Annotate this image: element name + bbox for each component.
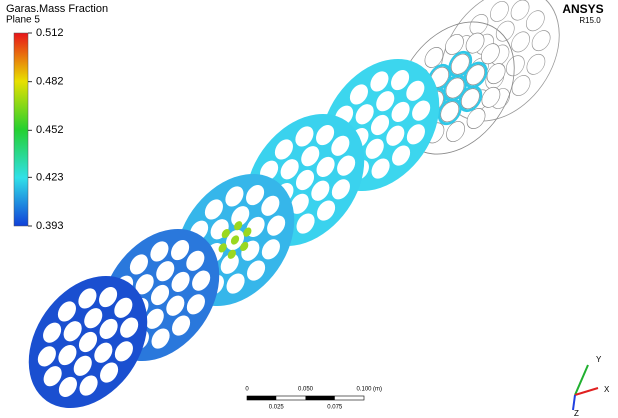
geometry <box>4 0 584 418</box>
legend-title: Garas.Mass Fraction <box>6 3 108 15</box>
viewport: Garas.Mass Fraction Plane 5 ANSYS R15.0 … <box>0 0 618 418</box>
legend-label: 0.482 <box>36 76 64 88</box>
scale-label: 0.025 <box>269 405 285 411</box>
scale-label: 0.100 <box>356 387 372 393</box>
scale-bar: 0 0.050 0.100 0.025 0.075 (m) <box>245 387 382 411</box>
axis-triad: Y X Z <box>573 355 610 418</box>
legend-label: 0.393 <box>36 220 64 232</box>
legend-label: 0.452 <box>36 124 64 136</box>
version: R15.0 <box>579 16 601 25</box>
hole <box>523 51 549 78</box>
scale-label: 0 <box>245 387 249 393</box>
legend-subtitle: Plane 5 <box>6 15 40 26</box>
scale-bar-seg <box>247 396 276 400</box>
legend-label: 0.512 <box>36 27 64 39</box>
scale-label: 0.050 <box>298 387 314 393</box>
brand: ANSYS <box>562 2 603 16</box>
color-bar <box>14 33 28 226</box>
axis-label: X <box>604 385 610 394</box>
legend-label: 0.423 <box>36 171 64 183</box>
scale-unit: (m) <box>373 387 382 393</box>
axis-label: Y <box>596 355 602 364</box>
scale-bar-seg <box>306 396 335 400</box>
axis-label: Z <box>574 409 579 418</box>
scale-label: 0.075 <box>327 405 343 411</box>
